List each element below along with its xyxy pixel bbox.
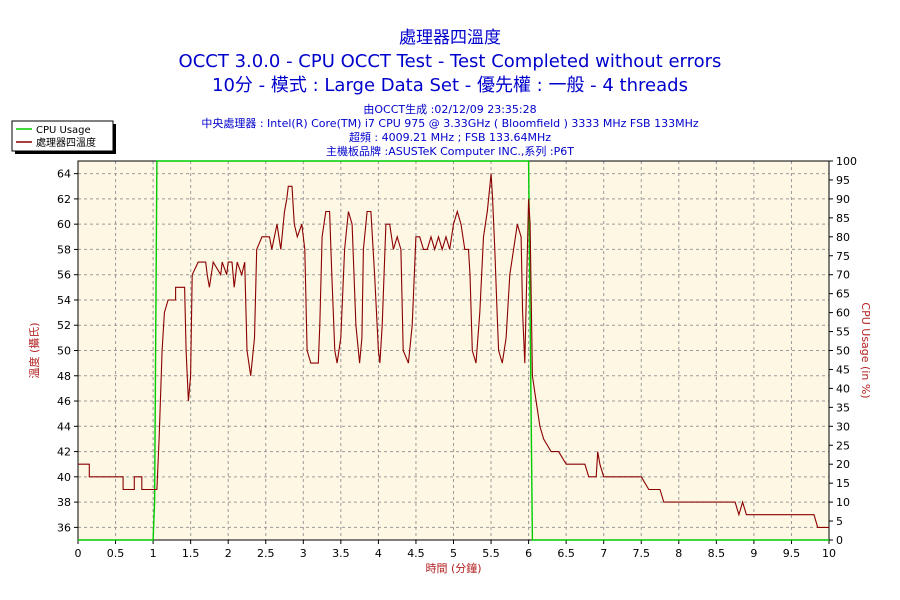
y-left-tick-label: 46 <box>57 395 71 408</box>
y-right-tick-label: 15 <box>836 477 850 490</box>
y-left-tick-label: 56 <box>57 269 71 282</box>
chart-title-block: 處理器四溫度 OCCT 3.0.0 - CPU OCCT Test - Test… <box>0 26 900 98</box>
x-tick-label: 7 <box>600 547 607 560</box>
x-tick-label: 5 <box>450 547 457 560</box>
x-axis-label: 時間 (分鐘) <box>425 561 481 575</box>
y-right-tick-label: 60 <box>836 307 850 320</box>
x-tick-label: 6.5 <box>557 547 575 560</box>
x-tick-label: 8.5 <box>708 547 726 560</box>
y-right-tick-label: 20 <box>836 458 850 471</box>
x-tick-label: 7.5 <box>633 547 651 560</box>
y-right-tick-label: 45 <box>836 363 850 376</box>
y-right-tick-label: 85 <box>836 212 850 225</box>
y-left-tick-label: 54 <box>57 294 71 307</box>
y-right-tick-label: 75 <box>836 250 850 263</box>
legend-label-cpu-usage: CPU Usage <box>36 125 91 136</box>
y-right-tick-label: 40 <box>836 382 850 395</box>
series-line-cpu-temperature <box>78 173 829 528</box>
x-tick-label: 9 <box>750 547 757 560</box>
y-left-tick-label: 58 <box>57 243 71 256</box>
x-tick-label: 2 <box>225 547 232 560</box>
info-overclock: 超頻 : 4009.21 MHz ; FSB 133.64MHz <box>348 131 552 144</box>
y-right-tick-label: 90 <box>836 193 850 206</box>
y-right-tick-label: 50 <box>836 345 850 358</box>
x-tick-label: 3.5 <box>332 547 350 560</box>
y-left-tick-label: 52 <box>57 319 71 332</box>
legend-label-cpu-temperature: 處理器四溫度 <box>36 136 96 149</box>
y-left-tick-label: 48 <box>57 370 71 383</box>
y-left-tick-label: 64 <box>57 168 71 181</box>
y-left-tick-label: 38 <box>57 496 71 509</box>
y-right-tick-label: 10 <box>836 496 850 509</box>
y-left-tick-label: 62 <box>57 193 71 206</box>
x-tick-label: 0 <box>75 547 82 560</box>
system-info-block: 由OCCT生成 :02/12/09 23:35:28 中央處理器 : Intel… <box>0 103 900 159</box>
y-right-tick-label: 65 <box>836 288 850 301</box>
y-left-tick-label: 50 <box>57 345 71 358</box>
grid-lines <box>78 161 829 540</box>
y-right-tick-label: 80 <box>836 231 850 244</box>
y-right-tick-label: 95 <box>836 174 850 187</box>
x-tick-label: 9.5 <box>783 547 801 560</box>
y-axis-right-label: CPU Usage (in %) <box>859 302 872 398</box>
x-tick-label: 10 <box>822 547 836 560</box>
x-tick-label: 3 <box>300 547 307 560</box>
series-layer <box>78 160 829 541</box>
y-left-tick-label: 42 <box>57 446 71 459</box>
y-right-tick-label: 25 <box>836 439 850 452</box>
x-tick-label: 1 <box>150 547 157 560</box>
chart-title: 處理器四溫度 <box>399 28 501 48</box>
info-generated: 由OCCT生成 :02/12/09 23:35:28 <box>363 103 537 116</box>
y-right-tick-label: 100 <box>836 155 857 168</box>
y-right-tick-label: 70 <box>836 269 850 282</box>
y-left-tick-label: 36 <box>57 521 71 534</box>
axes: 0 0.5 1 1.5 2 2.5 3 3.5 4 4.5 5 5.5 6 6.5 7 7.5 8 8.5 9 9.5… <box>57 155 857 560</box>
x-tick-label: 4.5 <box>407 547 425 560</box>
chart-subtitle-2: 10分 - 模式 : Large Data Set - 優先權 : 一般 - 4… <box>212 75 688 96</box>
x-tick-label: 1.5 <box>182 547 200 560</box>
legend-box <box>11 120 114 152</box>
y-right-tick-label: 0 <box>836 534 843 547</box>
x-tick-label: 2.5 <box>257 547 275 560</box>
y-left-tick-label: 60 <box>57 218 71 231</box>
x-tick-label: 5.5 <box>482 547 500 560</box>
x-tick-label: 6 <box>525 547 532 560</box>
x-tick-label: 4 <box>375 547 382 560</box>
info-motherboard: 主機板品牌 :ASUSTeK Computer INC.,系列 :P6T <box>326 145 574 158</box>
chart-subtitle-1: OCCT 3.0.0 - CPU OCCT Test - Test Comple… <box>178 51 722 72</box>
y-axis-left-label: 溫度 (攝氏) <box>27 322 41 378</box>
y-right-tick-label: 5 <box>836 515 843 528</box>
x-tick-label: 8 <box>675 547 682 560</box>
info-cpu: 中央處理器 : Intel(R) Core(TM) i7 CPU 975 @ 3… <box>201 117 699 130</box>
y-right-tick-label: 35 <box>836 401 850 414</box>
x-tick-label: 0.5 <box>107 547 125 560</box>
y-right-tick-label: 55 <box>836 326 850 339</box>
y-right-tick-label: 30 <box>836 420 850 433</box>
y-left-tick-label: 40 <box>57 471 71 484</box>
y-left-tick-label: 44 <box>57 420 71 433</box>
